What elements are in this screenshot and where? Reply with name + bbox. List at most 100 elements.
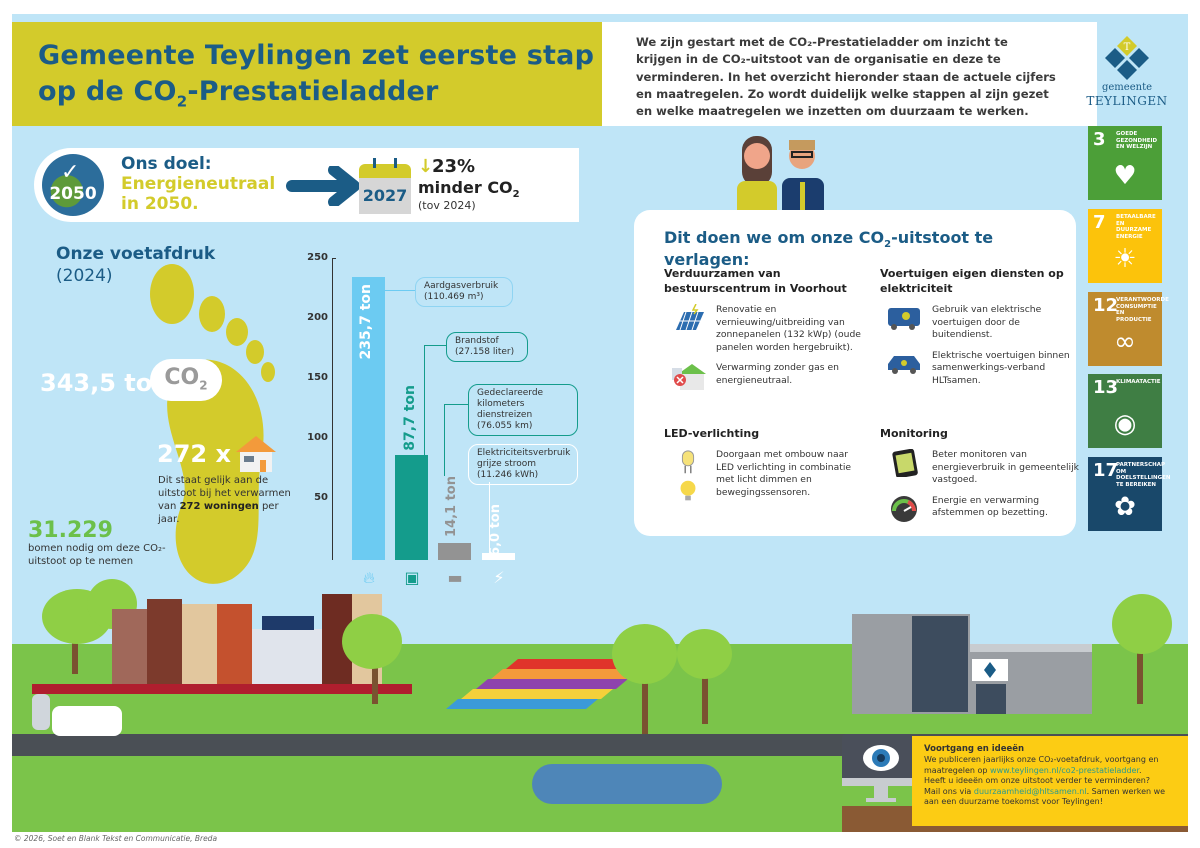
- action-group-heading: LED-verlichting: [664, 427, 760, 440]
- town-hall-building-icon: [852, 614, 1092, 714]
- title-line-1: Gemeente Teylingen zet eerste stap: [38, 40, 595, 71]
- intro-text: We zijn gestart met de CO₂-Prestatieladd…: [636, 35, 1056, 119]
- action-text: Beter monitoren van energieverbruik in g…: [932, 449, 1079, 485]
- callout-aardgas: Aardgasverbruik (110.469 m³): [415, 277, 513, 307]
- copyright-notice: © 2026, Soet en Blank Tekst en Communica…: [14, 834, 218, 843]
- gauge-icon: [891, 495, 917, 522]
- tree-icon: [612, 624, 677, 684]
- logo-text-gemeente: gemeente: [1101, 82, 1152, 93]
- y-tick-200: 200: [307, 312, 328, 323]
- title-line-2: op de CO2-Prestatieladder: [38, 74, 594, 119]
- co2-cloud-icon: CO2: [150, 359, 222, 401]
- info-line-2-post: .: [1139, 765, 1142, 775]
- house-solar-roof-icon: [252, 629, 322, 684]
- title-subscript: 2: [176, 92, 188, 111]
- logo-text-teylingen: TEYLINGEN: [1086, 94, 1168, 108]
- action-group-bestuurscentrum: Verduurzamen van bestuurscentrum in Voor…: [664, 266, 864, 400]
- sdg-number: 17: [1093, 460, 1119, 481]
- info-line-4-pre: Mail ons via: [924, 786, 974, 796]
- callout-dienstreizen-line2: kilometers dienstreizen: [477, 399, 533, 420]
- bus-icon: ▣: [404, 568, 420, 587]
- callout-brandstof: Brandstof (27.158 liter): [446, 332, 528, 362]
- heartbeat-icon: ♥: [1113, 161, 1137, 191]
- led-bulb-icon: [680, 450, 696, 501]
- house-no-gas-icon: [672, 364, 706, 390]
- sdg-label: VERANTWOORDE CONSUMPTIE EN PRODUCTIE: [1116, 297, 1169, 323]
- callout-elektriciteit-line3: (11.246 kWh): [477, 470, 539, 480]
- action-item: Beter monitoren van energieverbruik in g…: [880, 449, 1080, 487]
- info-line-2-pre: maatregelen op: [924, 765, 991, 775]
- houses-desc-pre: Dit staat gelijk aan de uitstoot bij het…: [158, 475, 291, 512]
- callout-aardgas-line2: (110.469 m³): [424, 292, 484, 302]
- bar-label-elektriciteit: 6,0 ton: [488, 504, 503, 556]
- y-tick-100: 100: [307, 432, 328, 443]
- flame-icon: 🔥︎: [363, 568, 375, 587]
- cloud-label: CO: [164, 365, 200, 390]
- action-group-led: LED-verlichting Doorgaan met ombouw naar…: [664, 426, 864, 519]
- info-line-3: Heeft u ideeën om onze uitstoot verder t…: [924, 776, 1151, 785]
- action-group-heading: Verduurzamen van bestuurscentrum in Voor…: [664, 267, 847, 295]
- solar-panel-icon: [676, 304, 704, 331]
- checkmark-icon: ✓: [61, 160, 80, 185]
- reduction-percentage: 23%: [432, 156, 476, 177]
- actions-title-sub: 2: [884, 239, 892, 251]
- info-title: Voortgang en ideeën: [924, 744, 1025, 754]
- tree-icon: [342, 614, 402, 669]
- partnership-rings-icon: ✿: [1114, 492, 1136, 522]
- house-icon: [147, 599, 182, 684]
- houses-count: 272 x: [157, 440, 231, 468]
- reduction-label: minder CO2: [418, 178, 520, 200]
- logo-emblem-icon: T: [1105, 36, 1149, 80]
- bar-dienstreizen: [438, 543, 471, 560]
- action-text: Renovatie en vernieuwing/uitbreiding van…: [716, 304, 861, 353]
- info-line-4-post: . Samen werken we: [1086, 786, 1166, 796]
- info-text: We publiceren jaarlijks onze CO₂-voetafd…: [924, 755, 1184, 808]
- tablet-monitor-icon: [892, 449, 918, 477]
- callout-dienstreizen: Gedeclareerde kilometers dienstreizen (7…: [468, 384, 578, 436]
- actions-title-pre: Dit doen we om onze CO: [664, 228, 885, 247]
- municipality-logo: T gemeente TEYLINGEN: [1082, 34, 1172, 114]
- arrow-down-icon: ↓: [418, 156, 434, 177]
- electric-truck-icon: [888, 308, 920, 330]
- house-icon: [112, 609, 147, 684]
- sdg-tile-17: 17 PARTNERSCHAP OM DOELSTELLINGEN TE BER…: [1088, 457, 1171, 531]
- action-item: Verwarming zonder gas en energieneutraal…: [664, 362, 864, 392]
- lightning-icon: ⚡︎: [493, 568, 505, 587]
- actions-panel: Dit doen we om onze CO2-uitstoot te verl…: [634, 210, 1079, 536]
- electric-car-icon: [888, 355, 920, 374]
- sdg-number: 13: [1093, 377, 1119, 398]
- email-link[interactable]: duurzaamheid@hltsamen.nl: [973, 786, 1087, 796]
- emissions-bar-chart: 250 200 150 100 50 235,7 ton Aardgasverb…: [302, 250, 602, 590]
- pond: [532, 764, 722, 804]
- info-line-2: maatregelen op www.teylingen.nl/co2-pres…: [924, 766, 1184, 777]
- charging-station-icon: [32, 694, 50, 730]
- y-axis: [332, 258, 333, 560]
- action-text: Elektrische voertuigen binnen samenwerki…: [932, 349, 1070, 386]
- bar-label-brandstof: 87,7 ton: [402, 385, 418, 451]
- y-tick-250: 250: [307, 252, 328, 263]
- action-item: Energie en verwarming afstemmen op bezet…: [880, 495, 1080, 525]
- callout-dienstreizen-line3: (76.055 km): [477, 421, 533, 431]
- info-line-5: aan een duurzame toekomst voor Teylingen…: [924, 797, 1103, 806]
- calendar-icon: 2027: [359, 158, 411, 214]
- house-icon: [182, 604, 217, 684]
- globe-icon: ✓ 2050: [42, 154, 104, 216]
- website-link[interactable]: www.teylingen.nl/co2-prestatieladder: [990, 765, 1140, 775]
- callout-elektriciteit-line1: Elektriciteitsverbruik: [477, 448, 571, 458]
- y-tick-150: 150: [307, 372, 328, 383]
- bar-aardgas: [352, 277, 385, 560]
- car-icon: ▬: [447, 568, 463, 587]
- people-illustration: [737, 136, 824, 218]
- infographic-poster: Gemeente Teylingen zet eerste stap op de…: [12, 14, 1188, 832]
- callout-elektriciteit-line2: grijze stroom: [477, 459, 537, 469]
- goal-target: Energieneutraal in 2050.: [121, 174, 276, 214]
- dike: [32, 684, 412, 694]
- bar-label-dienstreizen: 14,1 ton: [444, 476, 459, 538]
- footprint-year: (2024): [56, 266, 113, 286]
- action-item: Doorgaan met ombouw naar LED verlichting…: [664, 449, 864, 511]
- trees-description: bomen nodig om deze CO₂-uitstoot op te n…: [28, 543, 166, 567]
- action-group-voertuigen: Voertuigen eigen diensten op elektricite…: [880, 266, 1080, 395]
- action-item: Renovatie en vernieuwing/uitbreiding van…: [664, 304, 864, 354]
- bar-elektriciteit: [482, 553, 515, 560]
- info-line-1: We publiceren jaarlijks onze CO₂-voetafd…: [924, 755, 1159, 764]
